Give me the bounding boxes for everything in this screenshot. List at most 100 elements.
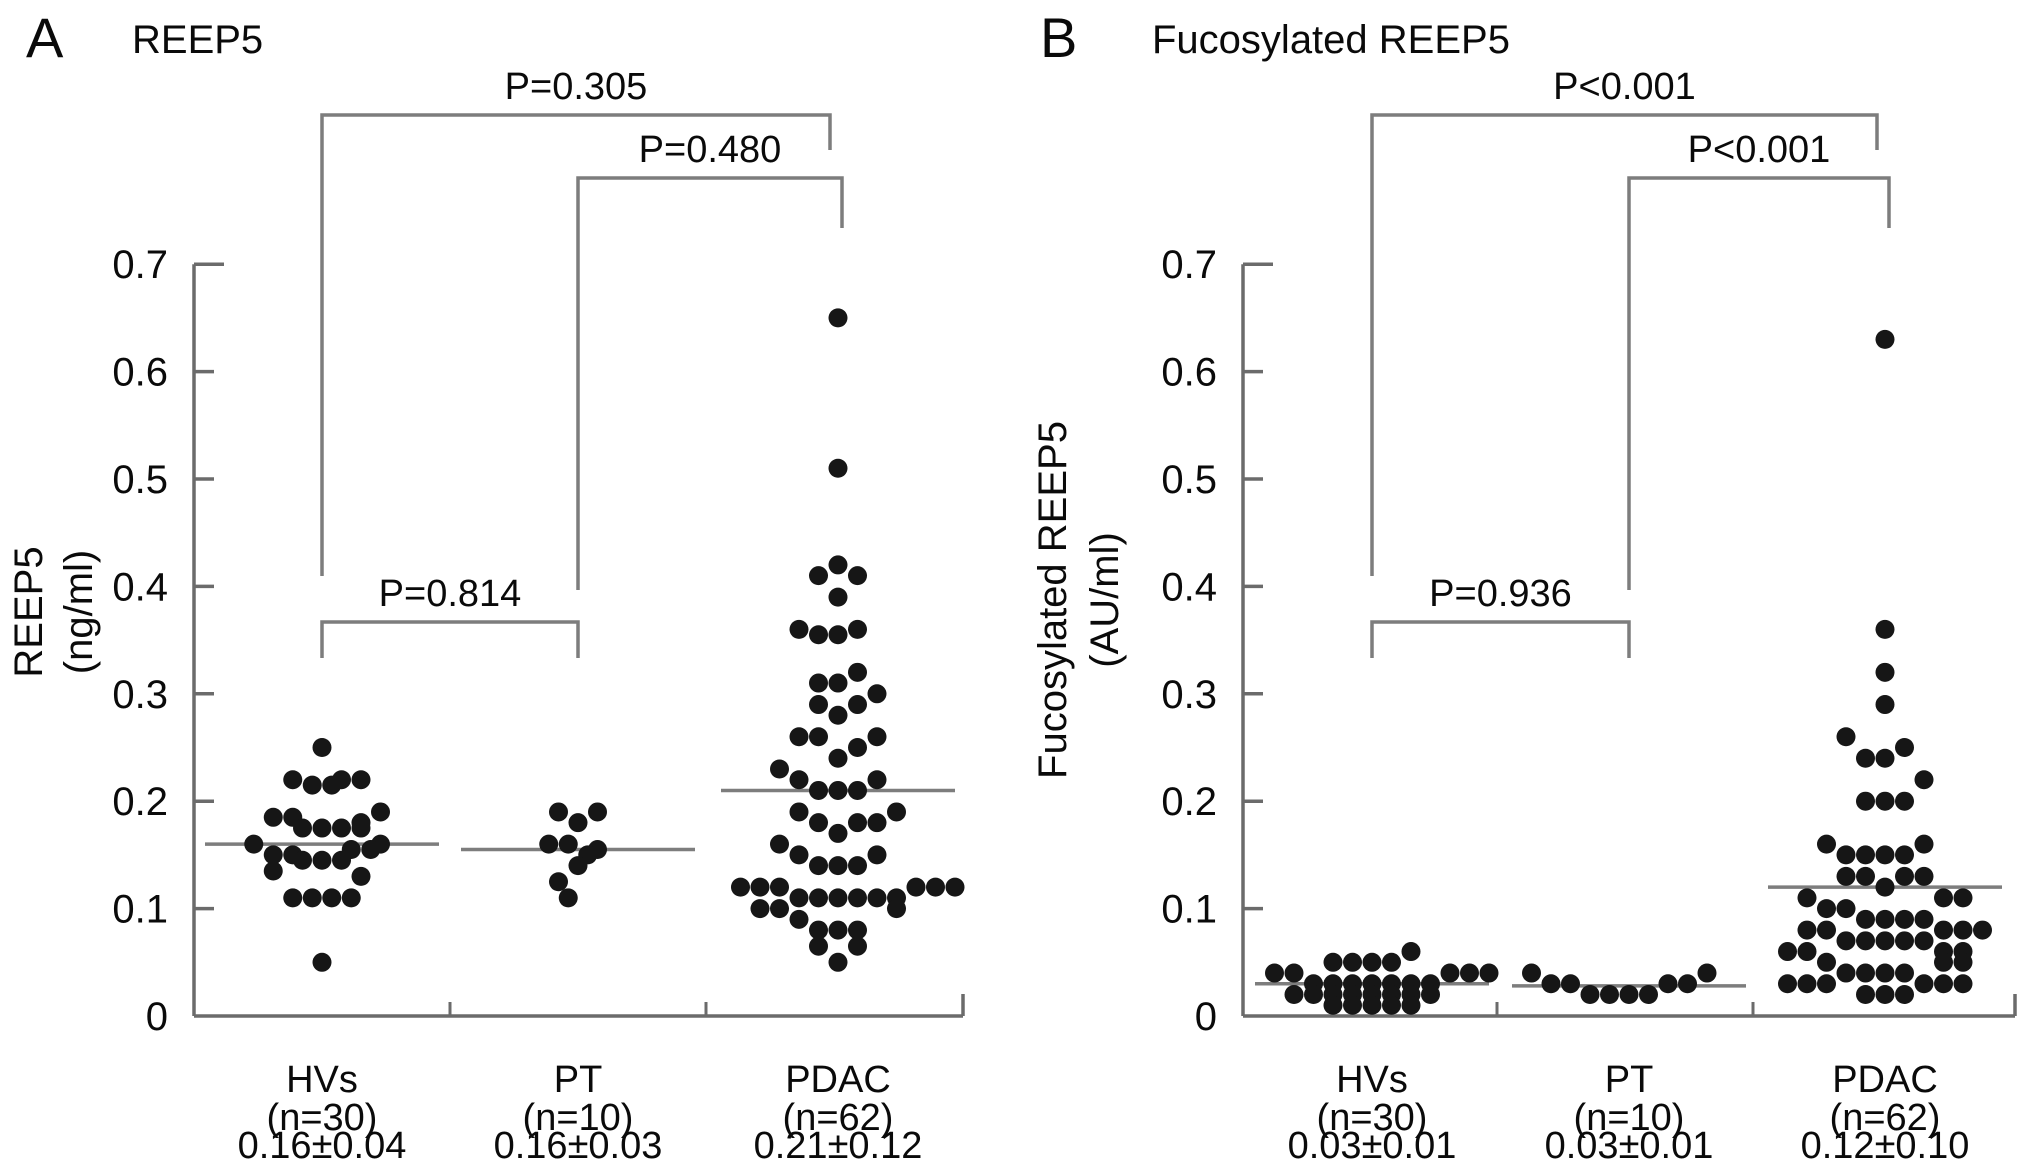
y-tick-label: 0 [1195,995,1217,1039]
y-tick-label: 0.6 [112,351,168,395]
group-label: PDAC [785,1059,891,1101]
y-tick-label: 0.1 [112,888,168,932]
group-stat-label: 0.03±0.01 [1545,1125,1714,1160]
data-point [828,458,848,478]
data-point [312,738,332,757]
data-point [1284,963,1304,983]
data-point [1875,662,1895,682]
data-point [848,738,867,757]
data-point [867,845,887,865]
data-point [263,861,283,881]
data-point [828,748,848,768]
data-point [558,888,578,908]
data-point [828,308,848,328]
data-point [351,818,371,838]
data-point [332,850,351,870]
data-point [828,856,848,876]
data-point [789,619,809,639]
data-point [750,899,770,919]
data-point [789,802,809,822]
panel-b-letter: B [1040,6,1078,69]
data-point [1914,909,1934,929]
data-point [848,888,867,908]
y-tick-label: 0.5 [1161,458,1217,502]
data-point [828,888,848,908]
group-label: PDAC [1832,1059,1938,1101]
data-point [322,775,342,795]
p-value-label: P=0.480 [639,129,782,171]
data-point [945,877,965,897]
data-point [828,705,848,725]
data-point [312,850,332,870]
data-point [1678,974,1697,994]
data-point [1836,727,1856,747]
data-point [1895,791,1914,811]
p-value-label: P=0.936 [1429,573,1572,615]
data-point [789,845,809,865]
data-point [1895,985,1914,1005]
data-point [1856,931,1875,951]
data-point [1479,963,1499,983]
data-point [848,936,867,956]
data-point [1284,985,1304,1005]
data-point [1817,952,1836,972]
data-point [1895,909,1914,929]
data-point [1973,920,1992,940]
data-point [1856,985,1875,1005]
data-point [1304,985,1323,1005]
y-tick-label: 0.6 [1161,351,1217,395]
data-point [361,840,381,860]
significance-bracket [320,620,580,658]
data-point [867,727,887,747]
data-point [848,619,867,639]
data-point [809,856,828,876]
data-point [809,813,828,833]
data-point [809,673,828,693]
data-point [1817,974,1836,994]
data-point [1817,899,1836,919]
data-point [1697,963,1717,983]
group-n-label: (n=10) [523,1097,634,1139]
data-point [867,813,887,833]
data-point [1639,985,1658,1005]
data-point [1856,909,1875,929]
data-point [322,888,342,908]
data-point [1875,791,1895,811]
data-point [828,952,848,972]
data-point [848,920,867,940]
data-point [1856,963,1875,983]
data-point [1895,963,1914,983]
group-label: PT [1605,1059,1654,1101]
data-point [1460,963,1479,983]
data-point [809,566,828,586]
group-stat-label: 0.21±0.12 [754,1125,923,1160]
data-point [1619,985,1639,1005]
data-point [1421,985,1440,1005]
data-point [1797,888,1817,908]
group-n-label: (n=62) [783,1097,894,1139]
y-tick-label: 0.7 [112,243,168,287]
data-point [848,662,867,682]
p-value-label: P<0.001 [1553,66,1696,108]
group-n-label: (n=62) [1830,1097,1941,1139]
y-tick-label: 0 [146,995,168,1039]
data-point [302,775,322,795]
group-label: PT [554,1059,603,1101]
data-point [283,888,303,908]
data-point [867,770,887,790]
data-point [351,866,371,886]
group-stat-label: 0.16±0.04 [238,1125,407,1160]
data-point [244,834,264,854]
data-point [887,899,906,919]
data-point [1934,974,1953,994]
data-point [828,823,848,843]
y-tick-label: 0.4 [112,565,168,609]
data-point [1541,974,1561,994]
data-point [1401,995,1421,1015]
data-point [770,759,789,779]
y-tick-label: 0.3 [112,673,168,717]
data-point [1895,866,1914,886]
group-label: HVs [1336,1059,1408,1101]
